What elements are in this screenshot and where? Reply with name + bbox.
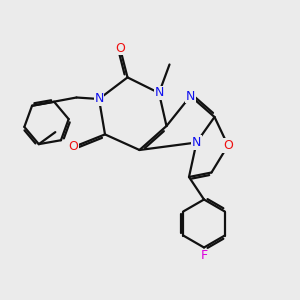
- Text: N: N: [154, 86, 164, 100]
- Text: O: O: [223, 139, 233, 152]
- Text: N: N: [186, 89, 195, 103]
- Text: N: N: [94, 92, 104, 106]
- Text: O: O: [115, 41, 125, 55]
- Text: F: F: [200, 249, 208, 262]
- Text: O: O: [69, 140, 78, 154]
- Text: N: N: [192, 136, 201, 149]
